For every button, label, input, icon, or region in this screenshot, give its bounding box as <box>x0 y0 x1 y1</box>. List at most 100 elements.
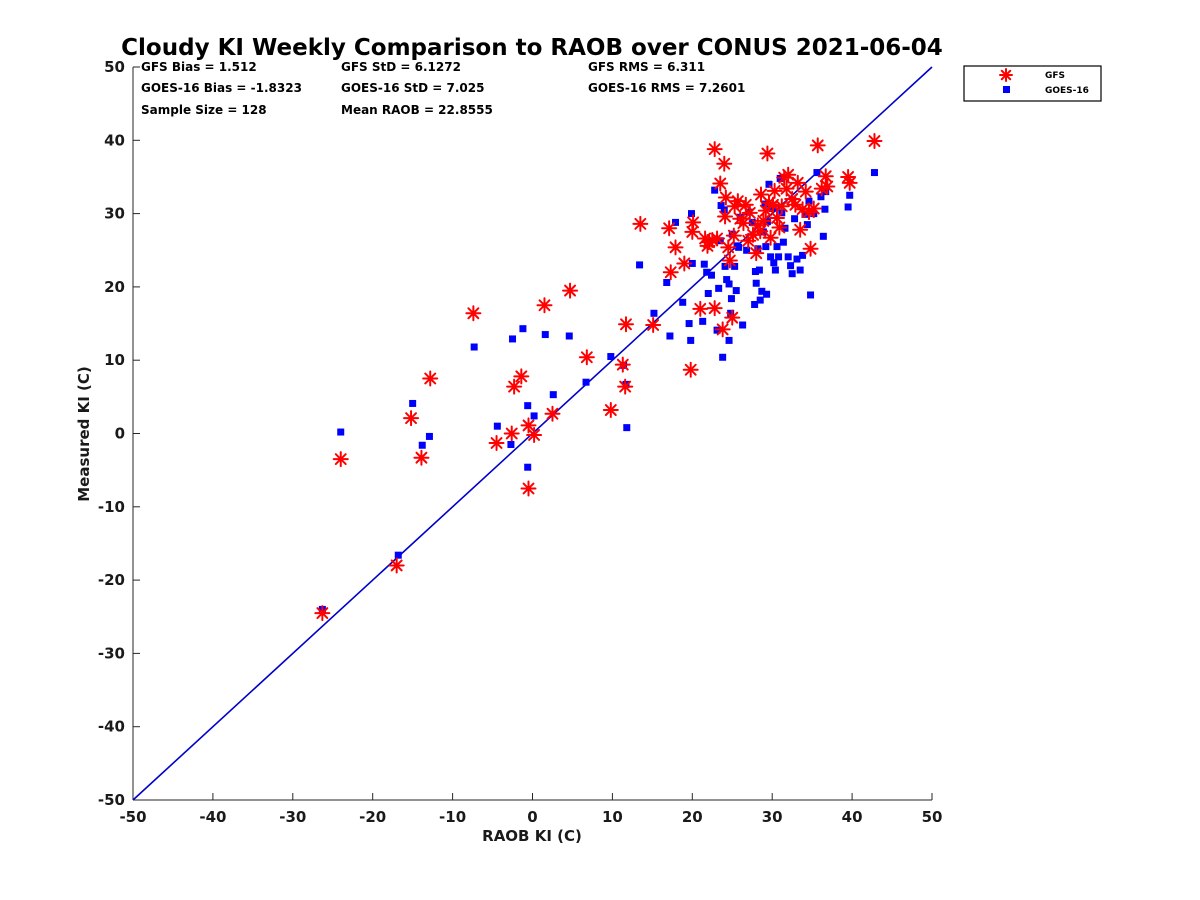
goes16-point <box>699 317 707 325</box>
gfs-point <box>748 245 765 262</box>
goes16-point <box>754 245 762 253</box>
gfs-point <box>465 305 482 322</box>
goes16-point <box>775 253 783 261</box>
goes16-point <box>807 291 815 299</box>
goes16-point <box>519 325 527 333</box>
goes16-point <box>762 243 770 251</box>
goes16-point <box>672 218 680 226</box>
gfs-point <box>841 174 858 191</box>
gfs-point <box>617 316 634 333</box>
y-tick-label: 30 <box>104 205 125 223</box>
goes16-point <box>779 238 787 246</box>
gfs-point <box>709 230 726 247</box>
legend-gfs-marker <box>999 68 1013 82</box>
goes16-point <box>735 243 743 251</box>
y-tick-label: -30 <box>98 644 125 662</box>
x-tick-label: -40 <box>199 808 226 826</box>
goes16-point <box>723 276 731 284</box>
goes16-point <box>707 271 715 279</box>
goes16-point <box>751 268 759 276</box>
gfs-point <box>706 141 723 158</box>
gfs-std-text: GFS StD = 6.1272 <box>341 60 461 74</box>
gfs-point <box>536 297 553 314</box>
gfs-point <box>520 480 537 497</box>
gfs-point <box>602 402 619 419</box>
gfs-series <box>314 133 883 622</box>
x-tick-label: 10 <box>602 808 623 826</box>
goes16-point <box>767 253 775 261</box>
gfs-point <box>544 405 561 422</box>
goes16-point <box>541 331 549 339</box>
x-tick-label: 20 <box>682 808 703 826</box>
gfs-point <box>802 240 819 257</box>
goes16-point <box>409 399 417 407</box>
y-tick-label: 10 <box>104 351 125 369</box>
y-tick-label: 20 <box>104 278 125 296</box>
gfs-point <box>661 220 678 237</box>
goes16-point <box>549 391 557 399</box>
goes16-point <box>650 309 658 317</box>
gfs-point <box>413 449 430 466</box>
goes16-point <box>717 202 725 210</box>
goes16-point <box>787 262 795 270</box>
goes16-point <box>791 215 799 223</box>
legend-gfs-label: GFS <box>1045 71 1065 81</box>
gfs-point <box>766 182 783 199</box>
gfs-point <box>762 229 779 246</box>
goes16-point <box>524 402 532 410</box>
gfs-point <box>526 426 543 443</box>
gfs-point <box>714 321 731 338</box>
gfs-point <box>724 309 741 326</box>
goes16-point <box>565 332 573 340</box>
gfs-point <box>632 215 649 232</box>
gfs-point <box>503 425 520 442</box>
y-tick-label: -10 <box>98 498 125 516</box>
goes16-point <box>727 309 735 317</box>
gfs-point <box>692 300 709 317</box>
gfs-point <box>684 223 701 240</box>
goes16-point <box>813 169 821 177</box>
mean-raob-text: Mean RAOB = 22.8555 <box>341 103 493 117</box>
gfs-point <box>617 378 634 395</box>
legend-goes-marker <box>1003 86 1010 93</box>
goes16-point <box>725 280 733 288</box>
gfs-point <box>685 214 702 231</box>
gfs-point <box>513 368 530 385</box>
gfs-point <box>667 239 684 256</box>
gfs-point <box>805 200 822 217</box>
y-tick-label: -40 <box>98 718 125 736</box>
x-tick-label: 0 <box>527 808 537 826</box>
goes-std-text: GOES-16 StD = 7.025 <box>341 81 484 95</box>
goes16-point <box>493 422 501 430</box>
gfs-point <box>755 212 772 229</box>
gfs-point <box>809 137 826 154</box>
goes16-point <box>425 432 433 440</box>
y-tick-label: 50 <box>104 58 125 76</box>
goes16-point <box>700 260 708 268</box>
gfs-point <box>720 239 737 256</box>
goes16-point <box>846 191 854 199</box>
gfs-point <box>819 178 836 195</box>
goes16-point <box>773 243 781 251</box>
gfs-point <box>388 557 405 574</box>
gfs-point <box>797 183 814 200</box>
gfs-point <box>578 349 595 366</box>
gfs-point <box>725 227 742 244</box>
gfs-point <box>422 370 439 387</box>
gfs-point <box>706 300 723 317</box>
gfs-point <box>662 264 679 281</box>
y-tick-label: 40 <box>104 131 125 149</box>
gfs-point <box>332 451 349 468</box>
legend-gfs-asterisk <box>999 68 1013 82</box>
x-axis-ticks: -50 -40 -30 -20 -10 0 10 20 30 40 50 <box>119 793 942 826</box>
goes16-point <box>663 279 671 287</box>
goes16-point <box>739 321 747 329</box>
goes16-point <box>685 320 693 328</box>
y-axis-ticks: -50 -40 -30 -20 -10 0 10 20 30 40 50 <box>98 58 140 809</box>
chart-title: Cloudy KI Weekly Comparison to RAOB over… <box>121 35 943 61</box>
gfs-point <box>771 219 788 236</box>
goes16-point <box>765 180 773 188</box>
gfs-point <box>314 605 331 622</box>
legend-box <box>963 65 1102 102</box>
